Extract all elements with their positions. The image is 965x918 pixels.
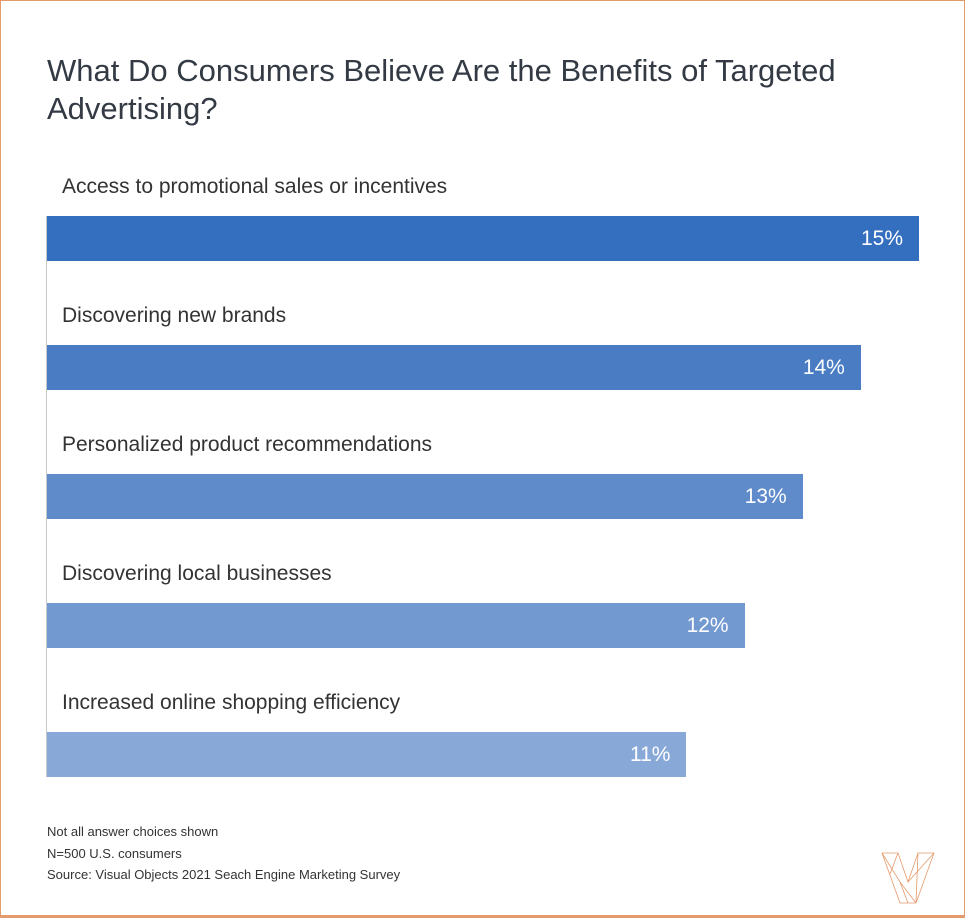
footnote-2: N=500 U.S. consumers bbox=[47, 846, 182, 861]
bar-value-label: 14% bbox=[802, 356, 845, 379]
bar: 12% bbox=[47, 603, 745, 648]
bar-value-label: 15% bbox=[860, 227, 903, 250]
category-label: Discovering local businesses bbox=[62, 562, 332, 585]
footnote-1: Not all answer choices shown bbox=[47, 824, 219, 839]
category-label: Discovering new brands bbox=[62, 304, 287, 327]
bar: 11% bbox=[47, 732, 687, 777]
bar-value-label: 12% bbox=[686, 614, 729, 637]
chart-title: What Do Consumers Believe Are the Benefi… bbox=[47, 53, 836, 126]
bar: 15% bbox=[47, 216, 919, 261]
bar: 14% bbox=[47, 345, 861, 390]
category-label: Personalized product recommendations bbox=[62, 433, 433, 456]
category-label: Increased online shopping efficiency bbox=[62, 691, 401, 714]
bar-value-label: 13% bbox=[744, 485, 787, 508]
footnote-source: Source: Visual Objects 2021 Seach Engine… bbox=[47, 867, 401, 882]
bar-value-label: 11% bbox=[629, 743, 671, 766]
category-label: Access to promotional sales or incentive… bbox=[62, 175, 448, 198]
y-axis-line bbox=[46, 216, 47, 777]
bar: 13% bbox=[47, 474, 803, 519]
visual-objects-logo bbox=[881, 852, 935, 904]
